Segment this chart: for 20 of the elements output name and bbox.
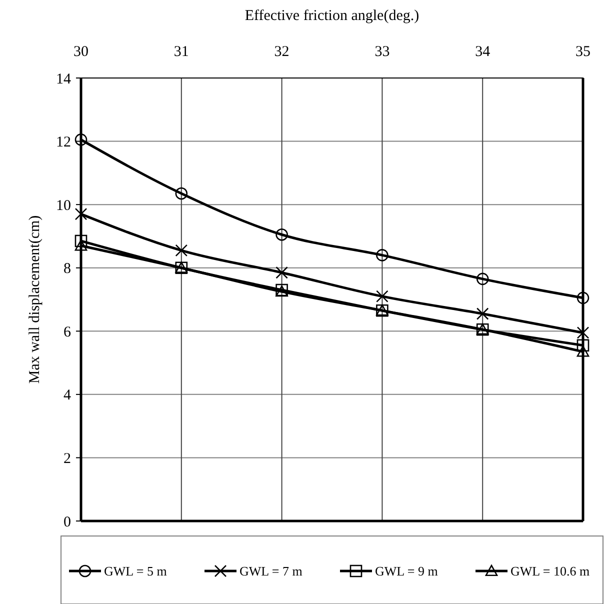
legend-label: GWL = 9 m: [375, 564, 438, 579]
y-tick-label: 6: [64, 324, 72, 340]
y-tick-label: 10: [56, 198, 71, 214]
legend-label: GWL = 5 m: [104, 564, 167, 579]
y-tick-label: 12: [56, 134, 71, 151]
x-tick-label: 30: [74, 44, 88, 60]
x-axis-title: Effective friction angle(deg.): [244, 8, 420, 24]
legend-label: GWL = 7 m: [240, 564, 302, 579]
y-tick-label: 4: [64, 388, 72, 404]
legend-label: GWL = 10.6 m: [510, 564, 590, 579]
y-tick-label: 8: [64, 261, 71, 278]
x-tick-label: 35: [576, 44, 590, 60]
y-tick-label: 2: [64, 450, 71, 467]
x-tick-label: 33: [374, 44, 390, 60]
y-axis-title: Max wall displacement(cm): [27, 215, 43, 384]
y-tick-label: 14: [56, 71, 72, 88]
y-tick-label: 0: [64, 514, 71, 530]
x-tick-label: 32: [274, 44, 290, 60]
x-tick-label: 34: [475, 44, 491, 60]
x-tick-label: 31: [174, 44, 189, 60]
